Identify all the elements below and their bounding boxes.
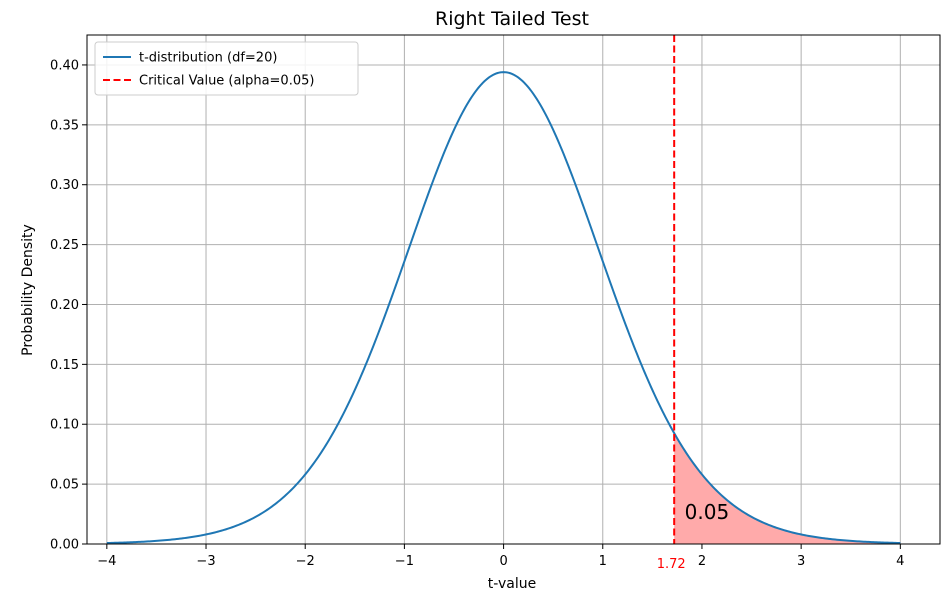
x-axis-label: t-value <box>488 576 536 592</box>
x-axis-ticks: −4 −3 −2 −1 0 1 2 3 4 <box>97 544 904 569</box>
annotations: 1.72 0.05 <box>657 500 729 572</box>
x-tick-label: 1 <box>599 554 607 569</box>
t-distribution-line <box>106 71 901 545</box>
legend: t-distribution (df=20) Critical Value (al… <box>94 41 359 96</box>
x-tick-label: 2 <box>698 554 706 569</box>
y-tick-label: 0.00 <box>50 538 79 553</box>
critical-value-label: 1.72 <box>657 557 686 572</box>
y-tick-label: 0.20 <box>50 298 79 313</box>
legend-label-critical-value: Critical Value (alpha=0.05) <box>139 74 314 89</box>
x-tick-label: 0 <box>499 554 507 569</box>
y-tick-label: 0.30 <box>50 178 79 193</box>
shaded-tail-area <box>674 433 901 544</box>
y-tick-label: 0.10 <box>50 418 79 433</box>
y-tick-label: 0.25 <box>50 238 79 253</box>
y-tick-label: 0.40 <box>50 58 79 73</box>
tail-area <box>674 433 901 544</box>
y-tick-label: 0.05 <box>50 478 79 493</box>
x-tick-label: −4 <box>97 554 116 569</box>
plot-frame <box>86 34 941 545</box>
x-tick-label: 4 <box>896 554 904 569</box>
tail-area-label: 0.05 <box>685 500 730 524</box>
x-tick-label: −3 <box>196 554 215 569</box>
y-axis-label: Probability Density <box>20 224 36 356</box>
legend-label-t-distribution: t-distribution (df=20) <box>139 51 277 66</box>
x-tick-label: −2 <box>296 554 315 569</box>
y-tick-label: 0.35 <box>50 118 79 133</box>
y-axis-ticks: 0.00 0.05 0.10 0.15 0.20 0.25 0.30 0.35 0.40 <box>50 58 87 553</box>
legend-box <box>94 41 359 96</box>
x-tick-label: 3 <box>797 554 805 569</box>
y-tick-label: 0.15 <box>50 358 79 373</box>
chart-title: Right Tailed Test <box>435 8 589 30</box>
series-lines <box>106 35 901 545</box>
x-tick-label: −1 <box>395 554 414 569</box>
